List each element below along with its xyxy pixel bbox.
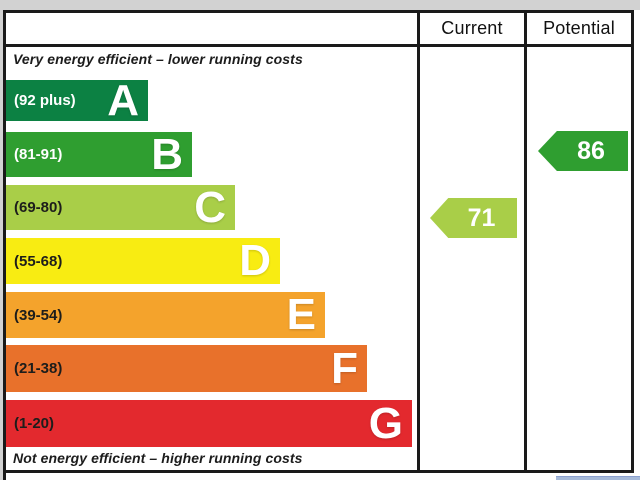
band-letter: D <box>239 236 271 285</box>
band-e: (39-54) E <box>6 292 325 338</box>
potential-rating-value: 86 <box>577 136 605 165</box>
band-letter: E <box>286 290 316 339</box>
potential-rating-arrow: 86 <box>538 131 628 171</box>
current-column-divider <box>417 10 420 473</box>
page-margin-left <box>0 10 3 480</box>
band-a: (92 plus) A <box>6 75 148 125</box>
page-margin-top <box>0 0 640 10</box>
band-letter: A <box>107 75 139 125</box>
band-f: (21-38) F <box>6 345 367 392</box>
current-column-header: Current <box>441 18 503 38</box>
band-range-label: (39-54) <box>14 306 63 324</box>
potential-column-divider <box>524 10 527 473</box>
band-range-label: (1-20) <box>14 415 55 432</box>
band-range-label: (69-80) <box>14 199 63 216</box>
top-note: Very energy efficient – lower running co… <box>13 51 303 67</box>
band-g: (1-20) G <box>6 400 412 447</box>
band-letter: B <box>151 129 183 179</box>
band-letter: F <box>331 343 358 393</box>
band-c: (69-80) C <box>6 185 235 230</box>
band-range-label: (21-38) <box>14 360 63 377</box>
band-letter: C <box>194 182 226 232</box>
band-letter: G <box>368 398 403 448</box>
band-range-label: (92 plus) <box>14 92 76 109</box>
cropped-element-fragment <box>556 476 640 480</box>
header-separator-line <box>3 44 634 47</box>
potential-column-header: Potential <box>543 18 615 38</box>
left-border-fragment <box>3 473 6 480</box>
current-rating-arrow: 71 <box>430 198 517 238</box>
band-range-label: (55-68) <box>14 252 63 270</box>
band-range-label: (81-91) <box>14 146 63 163</box>
band-b: (81-91) B <box>6 132 192 177</box>
current-rating-value: 71 <box>467 203 496 232</box>
bottom-note: Not energy efficient – higher running co… <box>13 450 303 466</box>
band-d: (55-68) D <box>6 238 280 284</box>
